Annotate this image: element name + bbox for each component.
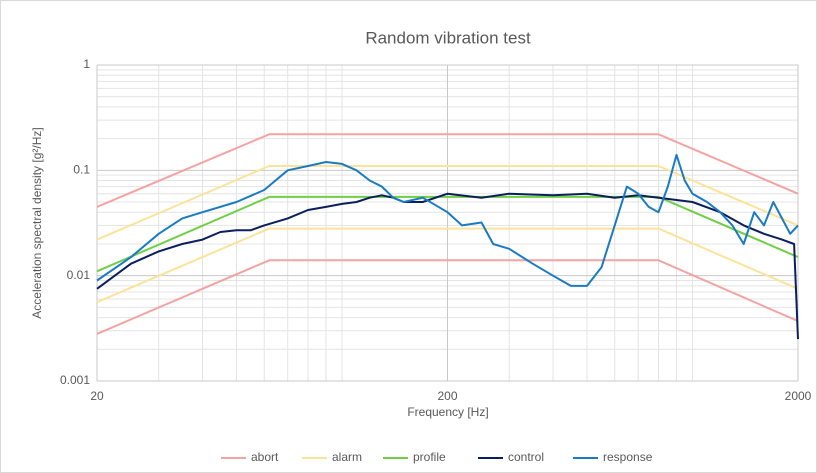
x-tick-label: 20 [90, 389, 104, 403]
legend-label: alarm [332, 450, 362, 464]
y-tick-label: 0.001 [60, 373, 90, 387]
plot-lines [96, 133, 799, 340]
series-line [96, 227, 799, 304]
series-line [96, 165, 799, 241]
y-tick-label: 1 [83, 57, 90, 71]
x-tick-label: 200 [437, 389, 457, 403]
legend-label: profile [413, 450, 446, 464]
legend: abort alarm profile control response [221, 450, 653, 464]
series-line [96, 133, 799, 208]
series-line [96, 259, 799, 335]
grid: 20 200 2000 0.001 0.01 0.1 1 [60, 57, 812, 403]
legend-label: control [508, 450, 544, 464]
x-tick-label: 2000 [785, 389, 812, 403]
series-line [96, 153, 799, 287]
y-tick-label: 0.01 [67, 268, 91, 282]
x-axis-title: Frequency [Hz] [407, 405, 488, 419]
legend-label: abort [251, 450, 279, 464]
y-axis-title: Acceleration spectral density [g²/Hz] [30, 127, 44, 318]
chart-title: Random vibration test [365, 28, 531, 47]
series-line [96, 195, 799, 273]
y-tick-label: 0.1 [73, 163, 90, 177]
legend-label: response [603, 450, 653, 464]
